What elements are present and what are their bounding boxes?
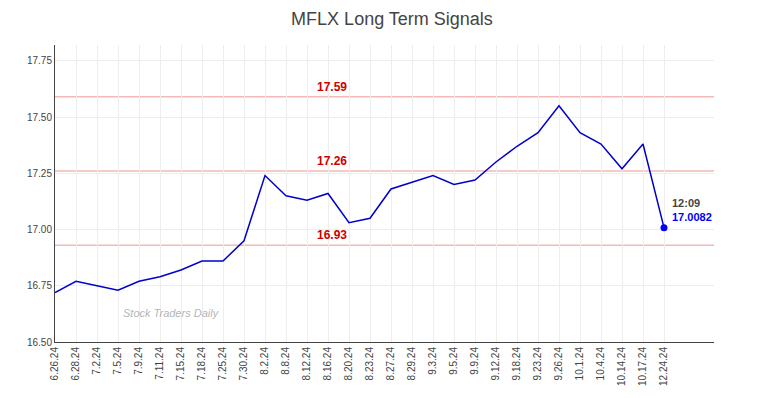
svg-text:8.8.24: 8.8.24 [280,347,291,375]
svg-text:8.27.24: 8.27.24 [385,347,396,381]
svg-text:17.0082: 17.0082 [672,211,712,223]
svg-text:7.15.24: 7.15.24 [175,347,186,381]
svg-text:8.12.24: 8.12.24 [301,347,312,381]
svg-text:8.2.24: 8.2.24 [259,347,270,375]
svg-text:10.17.24: 10.17.24 [637,347,648,386]
svg-text:10.14.24: 10.14.24 [616,347,627,386]
svg-text:9.23.24: 9.23.24 [532,347,543,381]
svg-text:9.18.24: 9.18.24 [511,347,522,381]
svg-text:16.50: 16.50 [27,337,52,348]
svg-text:17.26: 17.26 [317,154,347,168]
svg-text:9.3.24: 9.3.24 [427,347,438,375]
svg-text:8.20.24: 8.20.24 [343,347,354,381]
svg-text:7.25.24: 7.25.24 [217,347,228,381]
svg-text:8.23.24: 8.23.24 [364,347,375,381]
svg-text:7.30.24: 7.30.24 [238,347,249,381]
svg-text:17.25: 17.25 [27,168,52,179]
svg-text:7.2.24: 7.2.24 [91,347,102,375]
svg-text:8.16.24: 8.16.24 [322,347,333,381]
svg-text:6.26.24: 6.26.24 [49,347,60,381]
svg-text:12.24.24: 12.24.24 [658,347,669,386]
svg-text:17.59: 17.59 [317,80,347,94]
svg-text:7.9.24: 7.9.24 [133,347,144,375]
svg-text:6.28.24: 6.28.24 [70,347,81,381]
svg-text:9.9.24: 9.9.24 [469,347,480,375]
svg-text:10.1.24: 10.1.24 [574,347,585,381]
svg-text:8.29.24: 8.29.24 [406,347,417,381]
svg-text:16.75: 16.75 [27,280,52,291]
svg-text:10.4.24: 10.4.24 [595,347,606,381]
svg-text:MFLX Long Term Signals: MFLX Long Term Signals [291,9,493,29]
svg-text:17.50: 17.50 [27,112,52,123]
svg-text:7.11.24: 7.11.24 [154,347,165,380]
svg-text:9.12.24: 9.12.24 [490,347,501,381]
svg-text:17.75: 17.75 [27,55,52,66]
svg-text:Stock Traders Daily: Stock Traders Daily [123,307,220,319]
svg-text:9.5.24: 9.5.24 [448,347,459,375]
svg-text:7.5.24: 7.5.24 [112,347,123,375]
svg-text:16.93: 16.93 [317,228,347,242]
svg-text:17.00: 17.00 [27,224,52,235]
svg-text:12:09: 12:09 [672,197,700,209]
svg-text:9.26.24: 9.26.24 [553,347,564,381]
svg-text:7.18.24: 7.18.24 [196,347,207,381]
